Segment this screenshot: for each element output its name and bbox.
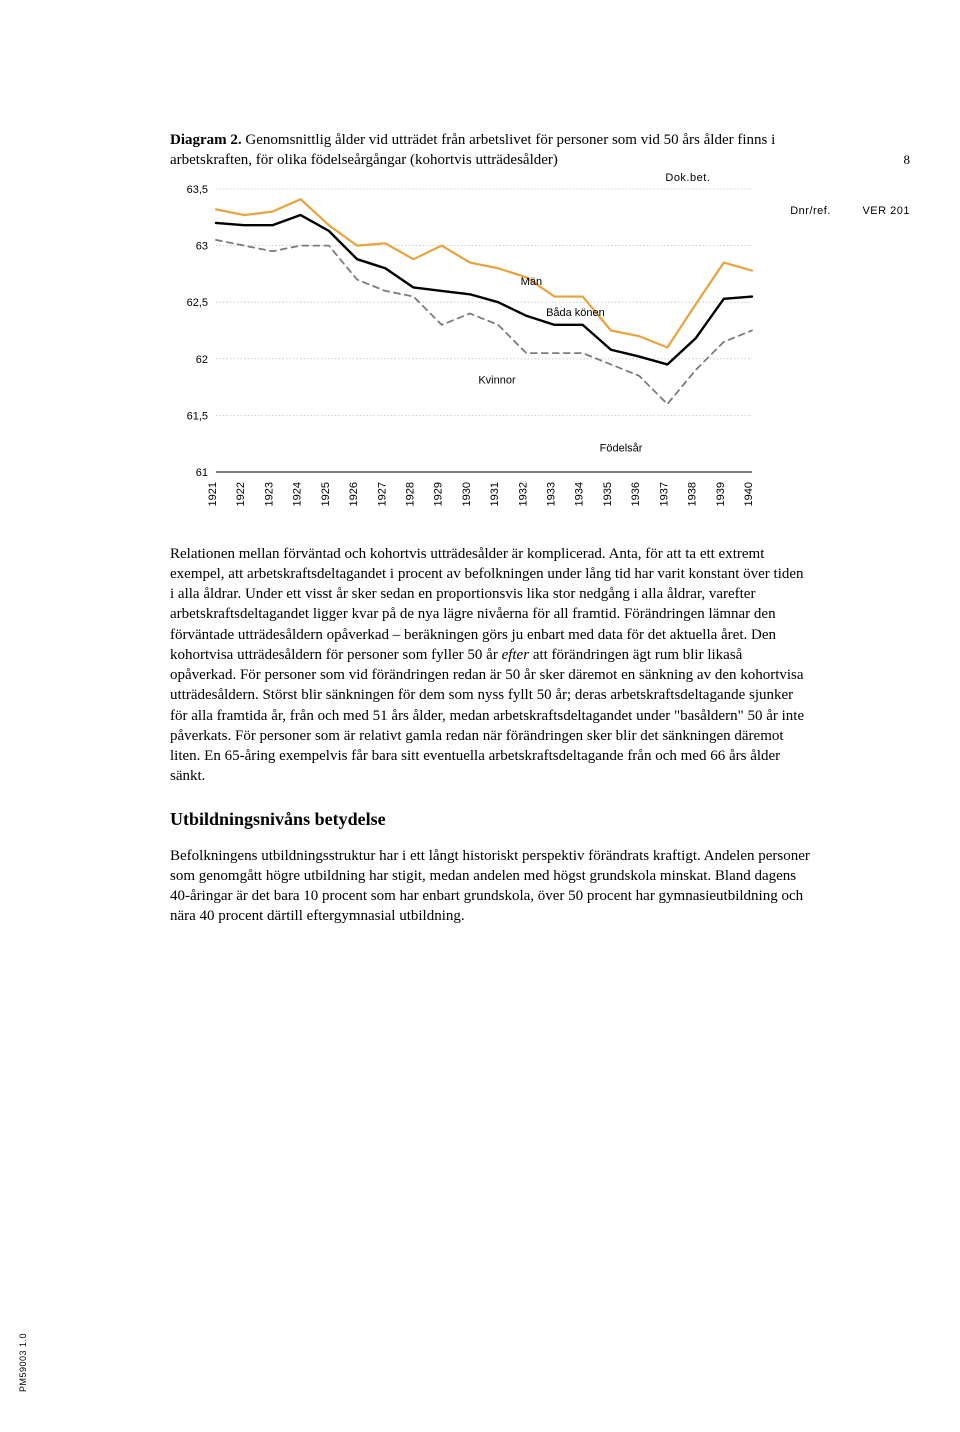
svg-text:1940: 1940 [743,482,755,506]
svg-text:1939: 1939 [715,482,727,506]
meta-ver: VER 201 [862,205,910,217]
svg-text:Båda könen: Båda könen [546,306,605,318]
svg-text:63,5: 63,5 [187,184,208,196]
page-number: 8 [904,152,911,168]
svg-text:1926: 1926 [348,482,360,506]
svg-text:1922: 1922 [235,482,247,506]
svg-text:1921: 1921 [207,482,219,506]
svg-text:63: 63 [196,240,208,252]
body-paragraph-1: Relationen mellan förväntad och kohortvi… [170,544,810,787]
chart-title-text: Genomsnittlig ålder vid utträdet från ar… [170,132,775,168]
svg-text:1931: 1931 [489,482,501,506]
svg-text:1938: 1938 [687,482,699,506]
svg-text:62,5: 62,5 [187,297,208,309]
section-heading: Utbildningsnivåns betydelse [170,809,810,830]
svg-text:1930: 1930 [461,482,473,506]
svg-text:1924: 1924 [292,482,304,506]
footer-code: PM59003 1.0 [18,1333,28,1392]
svg-text:1936: 1936 [630,482,642,506]
svg-text:1925: 1925 [320,482,332,506]
svg-text:Födelsår: Födelsår [600,442,643,454]
svg-text:1935: 1935 [602,482,614,506]
chart-title-prefix: Diagram 2. [170,132,242,148]
body-paragraph-2: Befolkningens utbildningsstruktur har i … [170,846,810,927]
line-chart: 61 61,5 62 62,5 63 63,5 1921 1922 1923 1924 1925 19… [170,181,760,516]
svg-text:1927: 1927 [376,482,388,506]
svg-text:1934: 1934 [574,482,586,506]
chart-title: Diagram 2. Genomsnittlig ålder vid utträ… [170,130,810,171]
svg-text:Kvinnor: Kvinnor [478,374,516,386]
svg-text:1923: 1923 [263,482,275,506]
p1b: att förändringen ägt rum blir likaså opå… [170,647,804,785]
page-content: Diagram 2. Genomsnittlig ålder vid utträ… [170,130,810,927]
svg-text:1929: 1929 [433,482,445,506]
svg-text:1928: 1928 [404,482,416,506]
p1-italic: efter [502,647,530,663]
svg-text:1933: 1933 [546,482,558,506]
svg-text:Män: Män [521,276,542,288]
svg-text:62: 62 [196,353,208,365]
svg-text:1937: 1937 [658,482,670,506]
svg-text:61,5: 61,5 [187,410,208,422]
chart-svg: 61 61,5 62 62,5 63 63,5 1921 1922 1923 1924 1925 19… [170,181,760,516]
p1a: Relationen mellan förväntad och kohortvi… [170,546,804,663]
meta-dnr: Dnr/ref. [790,203,831,220]
svg-text:61: 61 [196,467,208,479]
svg-text:1932: 1932 [517,482,529,506]
